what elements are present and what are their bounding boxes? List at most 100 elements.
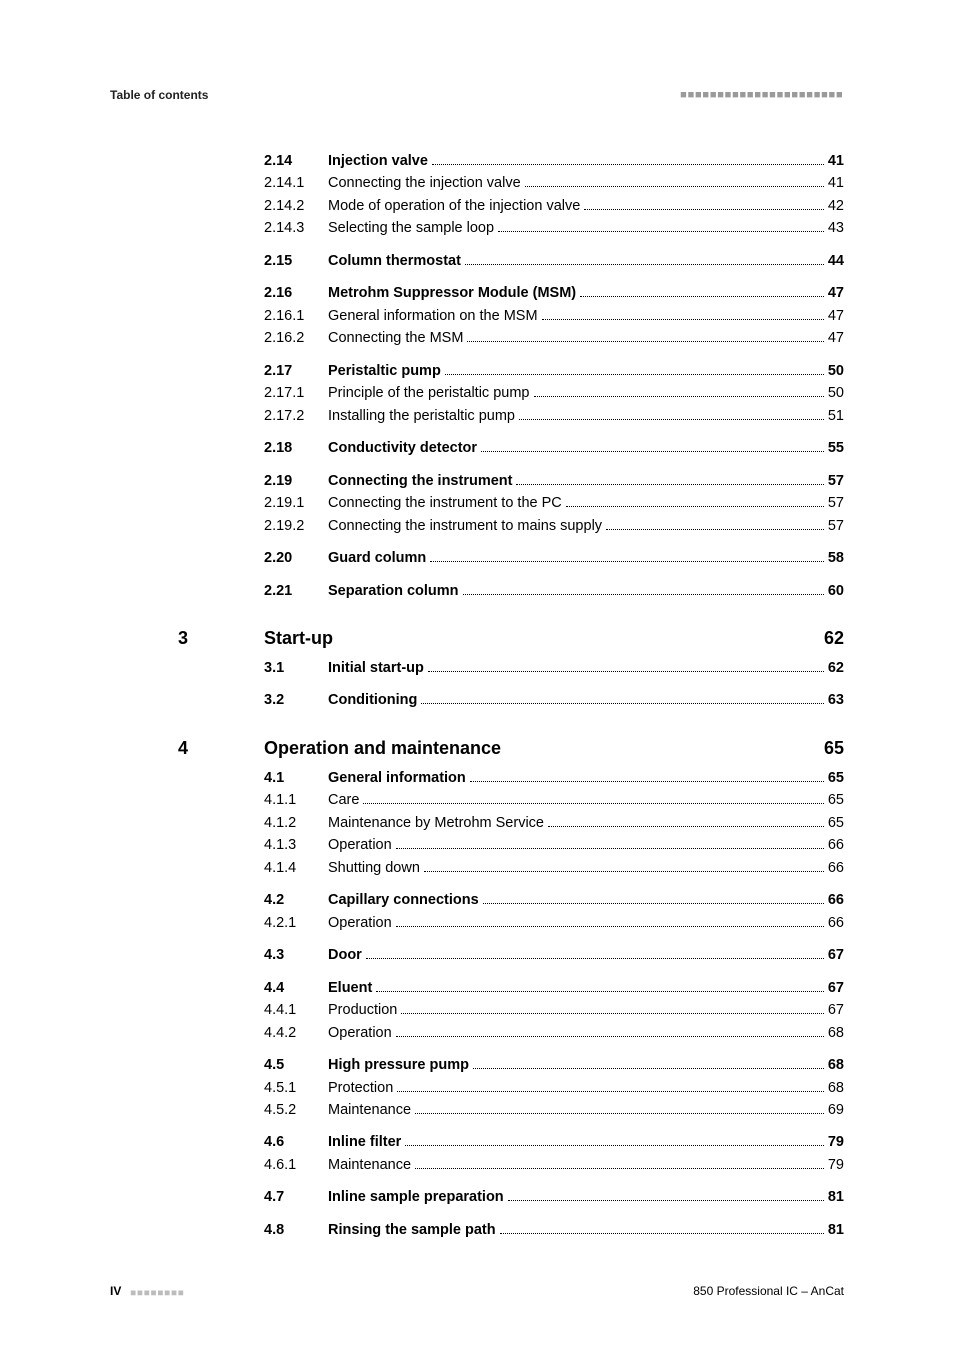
- toc-entry: 4.3Door67: [264, 944, 844, 966]
- toc-entry: 2.17.1Principle of the peristaltic pump5…: [264, 382, 844, 404]
- header-dashes: ■■■■■■■■■■■■■■■■■■■■■■: [681, 90, 844, 100]
- toc-entry-number: 4.5: [264, 1054, 328, 1076]
- toc-leader-dots: [432, 164, 824, 165]
- toc-entry-number: 2.17.1: [264, 382, 328, 404]
- toc-entry-number: 4.5.1: [264, 1077, 328, 1099]
- toc-entry-title: Care: [328, 789, 359, 811]
- toc-leader-dots: [481, 451, 824, 452]
- toc-leader-dots: [534, 396, 824, 397]
- toc-entry-number: 2.18: [264, 437, 328, 459]
- toc-entry-page: 55: [828, 437, 844, 459]
- toc-entry-page: 81: [828, 1186, 844, 1208]
- toc-entry-title: Maintenance: [328, 1099, 411, 1121]
- toc-leader-dots: [397, 1091, 824, 1092]
- toc-entry-page: 47: [828, 282, 844, 304]
- toc-leader-dots: [363, 803, 823, 804]
- toc-entry: 2.19Connecting the instrument57: [264, 470, 844, 492]
- toc-entry: 2.16Metrohm Suppressor Module (MSM)47: [264, 282, 844, 304]
- toc-entry-title: Connecting the injection valve: [328, 172, 521, 194]
- toc-entry-number: 2.14: [264, 150, 328, 172]
- toc-entry-page: 68: [828, 1054, 844, 1076]
- toc-entry: 4.7Inline sample preparation81: [264, 1186, 844, 1208]
- toc-chapter-number: 3: [178, 628, 264, 649]
- toc-entry-page: 50: [828, 360, 844, 382]
- toc-body: 2.14Injection valve412.14.1Connecting th…: [110, 150, 844, 1241]
- toc-entry-title: Inline sample preparation: [328, 1186, 504, 1208]
- toc-leader-dots: [421, 703, 823, 704]
- toc-entry-page: 41: [828, 172, 844, 194]
- toc-entry-number: 4.1.1: [264, 789, 328, 811]
- toc-entry-number: 3.1: [264, 657, 328, 679]
- toc-entry-number: 2.20: [264, 547, 328, 569]
- toc-entry-number: 2.16.2: [264, 327, 328, 349]
- toc-leader-dots: [366, 958, 824, 959]
- toc-leader-dots: [415, 1113, 824, 1114]
- toc-entry: 4.1.2Maintenance by Metrohm Service65: [264, 812, 844, 834]
- toc-leader-dots: [396, 1036, 824, 1037]
- toc-entry-page: 67: [828, 999, 844, 1021]
- toc-leader-dots: [405, 1145, 824, 1146]
- toc-leader-dots: [396, 926, 824, 927]
- toc-chapter-page: 65: [824, 738, 844, 759]
- toc-entry-page: 65: [828, 789, 844, 811]
- toc-entry: 3.2Conditioning63: [264, 689, 844, 711]
- toc-entry-number: 2.14.3: [264, 217, 328, 239]
- toc-entry-title: Conditioning: [328, 689, 417, 711]
- toc-entry-number: 4.8: [264, 1219, 328, 1241]
- toc-entry: 2.18Conductivity detector55: [264, 437, 844, 459]
- toc-entry-title: Eluent: [328, 977, 372, 999]
- toc-entry: 4.2.1Operation66: [264, 912, 844, 934]
- toc-entry-title: Metrohm Suppressor Module (MSM): [328, 282, 576, 304]
- toc-entry-number: 4.6.1: [264, 1154, 328, 1176]
- toc-entry-page: 60: [828, 580, 844, 602]
- toc-entry-page: 81: [828, 1219, 844, 1241]
- toc-entry-title: Rinsing the sample path: [328, 1219, 496, 1241]
- toc-entry-page: 43: [828, 217, 844, 239]
- toc-chapter-row: 3Start-up62: [178, 628, 844, 649]
- toc-entry-page: 63: [828, 689, 844, 711]
- toc-leader-dots: [401, 1013, 824, 1014]
- toc-entry: 4.4Eluent67: [264, 977, 844, 999]
- toc-entry: 2.19.1Connecting the instrument to the P…: [264, 492, 844, 514]
- toc-entry-page: 41: [828, 150, 844, 172]
- toc-entry-page: 51: [828, 405, 844, 427]
- toc-leader-dots: [445, 374, 824, 375]
- toc-entry: 4.4.2Operation68: [264, 1022, 844, 1044]
- toc-entry: 2.15Column thermostat44: [264, 250, 844, 272]
- toc-leader-dots: [542, 319, 824, 320]
- toc-entry-page: 68: [828, 1077, 844, 1099]
- toc-leader-dots: [516, 484, 823, 485]
- toc-entry-page: 79: [828, 1131, 844, 1153]
- toc-entry-title: Column thermostat: [328, 250, 461, 272]
- toc-entry-page: 67: [828, 977, 844, 999]
- toc-entry-number: 4.3: [264, 944, 328, 966]
- toc-entry-number: 2.14.1: [264, 172, 328, 194]
- toc-entry: 2.14.3Selecting the sample loop43: [264, 217, 844, 239]
- toc-entry-title: Guard column: [328, 547, 426, 569]
- toc-entry-number: 4.4.1: [264, 999, 328, 1021]
- toc-entry-title: Door: [328, 944, 362, 966]
- toc-entry-number: 4.1.2: [264, 812, 328, 834]
- toc-entry: 2.21Separation column60: [264, 580, 844, 602]
- toc-entry: 2.14.2Mode of operation of the injection…: [264, 195, 844, 217]
- toc-leader-dots: [525, 186, 824, 187]
- toc-entry: 4.5.2Maintenance69: [264, 1099, 844, 1121]
- toc-entry: 4.1.3Operation66: [264, 834, 844, 856]
- toc-entry: 2.14Injection valve41: [264, 150, 844, 172]
- toc-leader-dots: [566, 506, 824, 507]
- toc-entry-page: 66: [828, 857, 844, 879]
- toc-entry-title: High pressure pump: [328, 1054, 469, 1076]
- toc-entry-page: 57: [828, 470, 844, 492]
- toc-entry-number: 4.5.2: [264, 1099, 328, 1121]
- toc-leader-dots: [415, 1168, 824, 1169]
- toc-leader-dots: [430, 561, 824, 562]
- toc-chapter-title: Operation and maintenance: [264, 738, 824, 759]
- toc-entry: 4.2Capillary connections66: [264, 889, 844, 911]
- toc-entry-page: 42: [828, 195, 844, 217]
- toc-leader-dots: [428, 671, 824, 672]
- toc-entry-page: 47: [828, 327, 844, 349]
- toc-entry-title: Maintenance: [328, 1154, 411, 1176]
- toc-entry-number: 2.19: [264, 470, 328, 492]
- toc-entry-title: Operation: [328, 834, 392, 856]
- toc-entry-page: 47: [828, 305, 844, 327]
